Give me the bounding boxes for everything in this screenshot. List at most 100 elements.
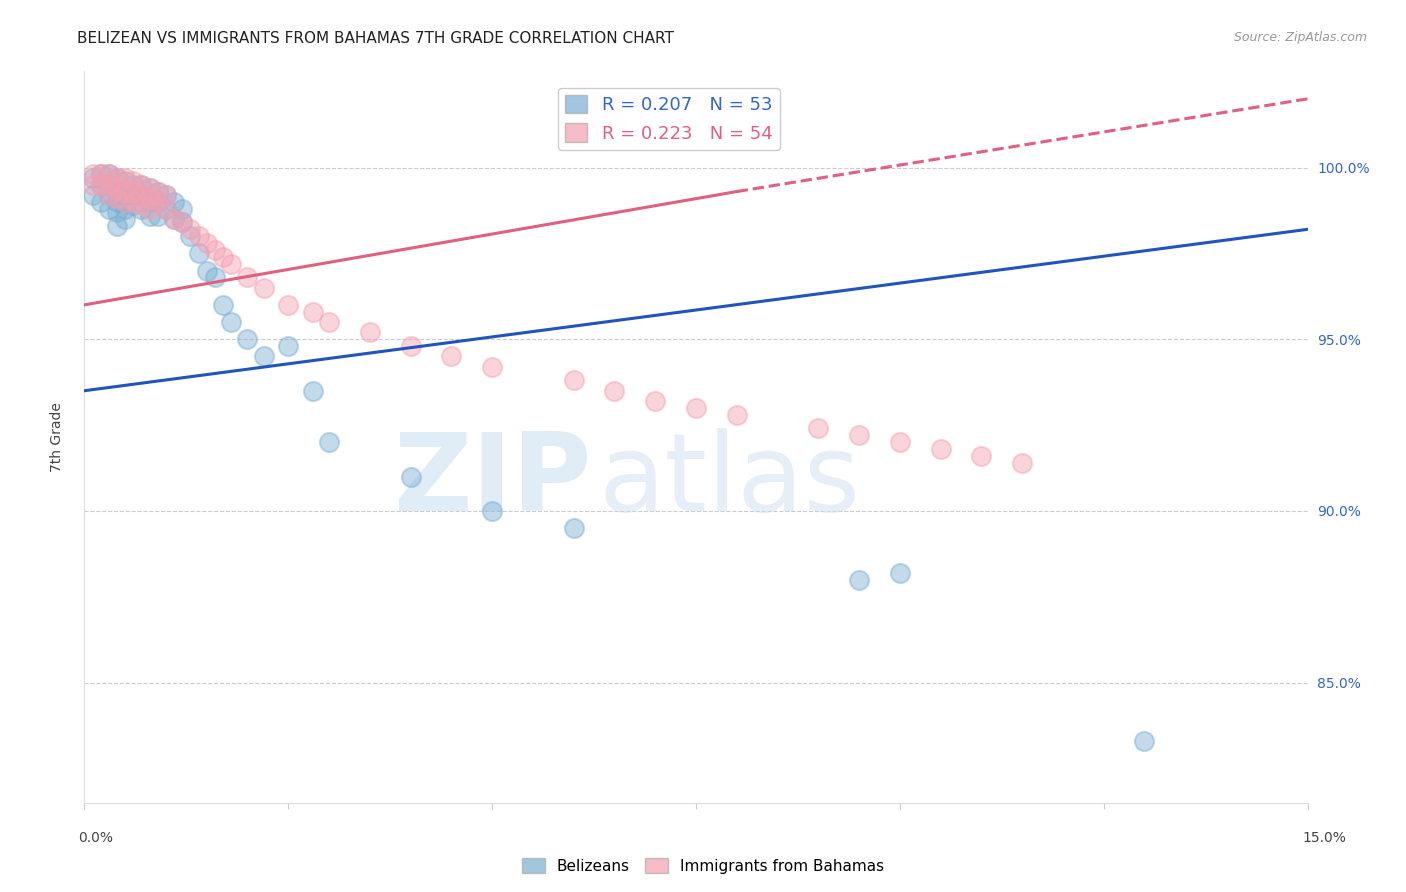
Point <box>114 188 136 202</box>
Point <box>848 573 870 587</box>
Point <box>155 202 177 216</box>
Point <box>481 504 503 518</box>
Text: 0.0%: 0.0% <box>79 831 112 846</box>
Point <box>179 222 201 236</box>
Point <box>105 205 128 219</box>
Point <box>114 202 136 216</box>
Point <box>889 566 911 580</box>
Point <box>97 178 120 192</box>
Point <box>163 194 186 209</box>
Point <box>204 270 226 285</box>
Point <box>131 188 153 202</box>
Point <box>562 521 585 535</box>
Point <box>131 202 153 216</box>
Point <box>685 401 707 415</box>
Point <box>138 209 160 223</box>
Point <box>90 178 112 192</box>
Point <box>359 326 381 340</box>
Point <box>277 339 299 353</box>
Point <box>562 373 585 387</box>
Text: ZIP: ZIP <box>394 428 592 534</box>
Point <box>253 350 276 364</box>
Point <box>318 435 340 450</box>
Point <box>82 167 104 181</box>
Point <box>122 194 145 209</box>
Point <box>131 178 153 192</box>
Point <box>970 449 993 463</box>
Point <box>138 194 160 209</box>
Point <box>195 263 218 277</box>
Point <box>1133 734 1156 748</box>
Text: 15.0%: 15.0% <box>1302 831 1347 846</box>
Point <box>105 191 128 205</box>
Point <box>131 198 153 212</box>
Point <box>97 188 120 202</box>
Point <box>122 188 145 202</box>
Point <box>114 170 136 185</box>
Point <box>399 339 422 353</box>
Point <box>172 202 194 216</box>
Point <box>138 181 160 195</box>
Point <box>105 170 128 185</box>
Point <box>848 428 870 442</box>
Point <box>105 185 128 199</box>
Point <box>122 174 145 188</box>
Point <box>1011 456 1033 470</box>
Point <box>122 198 145 212</box>
Point <box>163 212 186 227</box>
Point <box>105 170 128 185</box>
Point <box>146 194 169 209</box>
Point <box>90 194 112 209</box>
Point <box>146 185 169 199</box>
Point <box>481 359 503 374</box>
Point <box>114 212 136 227</box>
Point <box>90 178 112 192</box>
Legend: Belizeans, Immigrants from Bahamas: Belizeans, Immigrants from Bahamas <box>516 852 890 880</box>
Point <box>114 174 136 188</box>
Point <box>138 202 160 216</box>
Point <box>301 384 323 398</box>
Point <box>399 469 422 483</box>
Point <box>725 408 748 422</box>
Point <box>172 215 194 229</box>
Point <box>122 185 145 199</box>
Point <box>90 167 112 181</box>
Point <box>155 202 177 216</box>
Text: Source: ZipAtlas.com: Source: ZipAtlas.com <box>1233 31 1367 45</box>
Point <box>179 229 201 244</box>
Point <box>219 257 242 271</box>
Point <box>138 181 160 195</box>
Point <box>318 315 340 329</box>
Point <box>644 394 666 409</box>
Point <box>440 350 463 364</box>
Text: BELIZEAN VS IMMIGRANTS FROM BAHAMAS 7TH GRADE CORRELATION CHART: BELIZEAN VS IMMIGRANTS FROM BAHAMAS 7TH … <box>77 31 675 46</box>
Point <box>97 167 120 181</box>
Point <box>236 332 259 346</box>
Point <box>114 185 136 199</box>
Point <box>131 178 153 192</box>
Point <box>212 250 235 264</box>
Point <box>889 435 911 450</box>
Point <box>301 304 323 318</box>
Point <box>97 178 120 192</box>
Legend: R = 0.207   N = 53, R = 0.223   N = 54: R = 0.207 N = 53, R = 0.223 N = 54 <box>558 87 779 150</box>
Point <box>90 167 112 181</box>
Point <box>204 243 226 257</box>
Point <box>146 185 169 199</box>
Point <box>212 298 235 312</box>
Point <box>195 235 218 250</box>
Point <box>155 188 177 202</box>
Point <box>172 215 194 229</box>
Point <box>82 178 104 192</box>
Point <box>131 188 153 202</box>
Point <box>236 270 259 285</box>
Text: atlas: atlas <box>598 428 860 534</box>
Point <box>929 442 952 456</box>
Point <box>155 188 177 202</box>
Point <box>187 229 209 244</box>
Point <box>97 188 120 202</box>
Point <box>122 178 145 192</box>
Point <box>82 170 104 185</box>
Point <box>97 167 120 181</box>
Point <box>105 194 128 209</box>
